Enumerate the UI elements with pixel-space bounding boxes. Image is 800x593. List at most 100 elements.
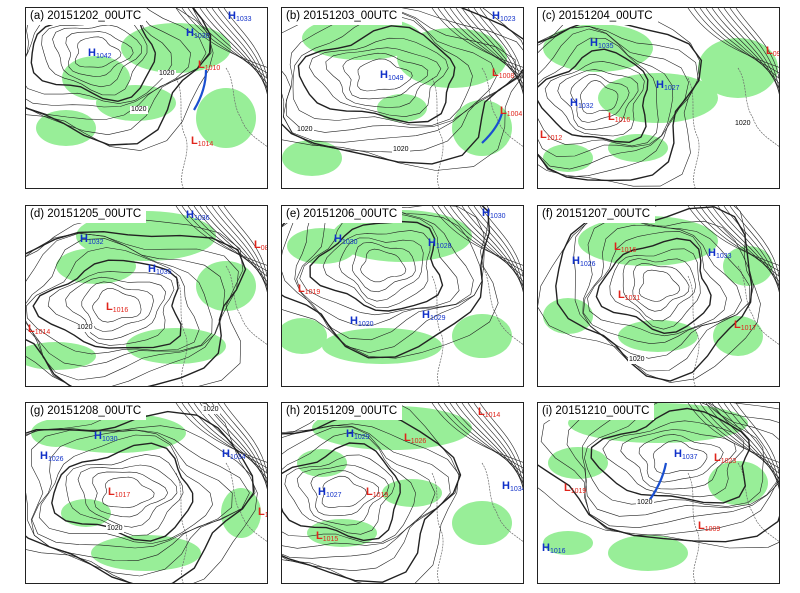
coastline — [175, 265, 267, 386]
isobar-line — [538, 206, 761, 383]
isobar-line — [693, 403, 779, 469]
panel-f-map — [538, 206, 779, 386]
isobar-line — [461, 8, 523, 94]
map-panel-e: (e) 20151206_00UTC H1030 H1028 H1029 H10… — [281, 205, 524, 387]
isobar-line — [609, 248, 701, 330]
low-pressure-label: L1014 — [478, 406, 501, 420]
panel-g-title: (g) 20151208_00UTC — [26, 403, 147, 420]
high-pressure-label: H1027 — [318, 486, 342, 500]
isobar-line — [32, 259, 182, 349]
coastline — [431, 462, 523, 583]
isobar-line — [296, 206, 474, 326]
panel-e-title: (e) 20151206_00UTC — [282, 206, 403, 223]
isobar-label: 1020 — [130, 106, 148, 114]
low-pressure-label: L1014 — [28, 323, 51, 337]
isobar-line — [26, 8, 212, 146]
isobar-line — [282, 423, 460, 572]
isobar-line — [181, 8, 267, 74]
high-pressure-label: H1035 — [590, 37, 614, 51]
isobar-line — [570, 73, 630, 123]
isobar-line — [282, 8, 523, 165]
isobar-line — [26, 238, 213, 367]
coastline — [687, 67, 779, 188]
high-pressure-label: H1026 — [40, 450, 64, 464]
isobar-line — [699, 8, 779, 79]
high-pressure-label: H1030 — [186, 27, 210, 41]
isobar-line — [223, 8, 267, 80]
isobar-line — [101, 476, 155, 508]
high-pressure-label: H1020 — [350, 315, 374, 329]
high-pressure-label: H1028 — [428, 237, 452, 251]
isobar-line — [81, 281, 154, 332]
isobar-line — [538, 403, 779, 543]
isobar-line — [217, 8, 267, 92]
isobar-line — [26, 232, 239, 386]
isobar-line — [443, 8, 523, 79]
isobar-line — [538, 37, 659, 147]
high-pressure-label: H1016 — [542, 542, 566, 556]
panel-d-title: (d) 20151205_00UTC — [26, 206, 147, 223]
low-pressure-label: L1010 — [198, 59, 221, 73]
map-panel-g: (g) 20151208_00UTC H1026 H1030 H1034 L10… — [25, 402, 268, 584]
isobar-line — [632, 263, 690, 312]
cold-front-line — [481, 112, 504, 144]
isobar-line — [282, 8, 516, 143]
isobar-line — [282, 206, 499, 359]
isobar-line — [30, 429, 250, 562]
high-pressure-label: H1030 — [482, 207, 506, 221]
isobar-line — [717, 403, 779, 489]
high-pressure-label: H1029 — [346, 428, 370, 442]
isobar-line — [181, 403, 267, 469]
isobar-label: 1020 — [296, 126, 314, 134]
low-pressure-label: L1019 — [564, 482, 587, 496]
isobar-line — [735, 206, 779, 278]
isobar-label: 1020 — [392, 146, 410, 154]
isobar-label: 1020 — [628, 356, 646, 364]
isobar-line — [437, 403, 523, 469]
isobar-line — [583, 224, 742, 345]
isobar-line — [181, 206, 267, 272]
low-pressure-label: L1014 — [191, 135, 214, 149]
isobar-line — [292, 14, 473, 126]
isobar-line — [282, 431, 416, 544]
panel-f-title: (f) 20151207_00UTC — [538, 206, 656, 223]
isobar-line — [321, 475, 367, 509]
isobar-line — [26, 217, 244, 386]
isobar-line — [338, 237, 424, 302]
isobar-line — [282, 403, 460, 583]
isobar-line — [538, 28, 674, 157]
isobar-line — [443, 206, 523, 277]
low-pressure-label: L1004 — [500, 105, 523, 119]
precipitation-shading — [618, 320, 698, 352]
precipitation-shading — [196, 88, 256, 148]
low-pressure-label: L1016 — [608, 111, 631, 125]
isobar-line — [26, 247, 200, 355]
map-panel-h: (h) 20151209_00UTC H1029 H1027 H1034 L10… — [281, 402, 524, 584]
isobar-line — [467, 403, 523, 490]
panel-h-title: (h) 20151209_00UTC — [282, 403, 403, 420]
precipitation-shading — [713, 316, 763, 356]
isobar-line — [193, 8, 267, 84]
low-pressure-label: L1017 — [108, 486, 131, 500]
isobar-line — [584, 403, 764, 507]
isobar-label: 1020 — [158, 70, 176, 78]
panel-a-map — [26, 8, 267, 188]
high-pressure-label: H1027 — [656, 79, 680, 93]
isobar-line — [540, 403, 779, 536]
isobar-line — [205, 8, 267, 94]
isobar-line — [26, 425, 256, 577]
isobar-line — [65, 276, 167, 341]
isobar-line — [693, 8, 779, 74]
precipitation-shading — [382, 479, 442, 507]
isobar-line — [705, 206, 779, 282]
isobar-line — [538, 20, 703, 182]
isobar-line — [538, 48, 649, 144]
precipitation-shading — [282, 140, 342, 176]
isobar-line — [26, 8, 173, 104]
panel-g-map — [26, 403, 267, 583]
isobar-line — [479, 403, 523, 475]
isobar-line — [285, 9, 497, 133]
precipitation-shading — [543, 531, 593, 555]
isobar-line — [223, 403, 267, 475]
isobar-line — [211, 206, 267, 293]
